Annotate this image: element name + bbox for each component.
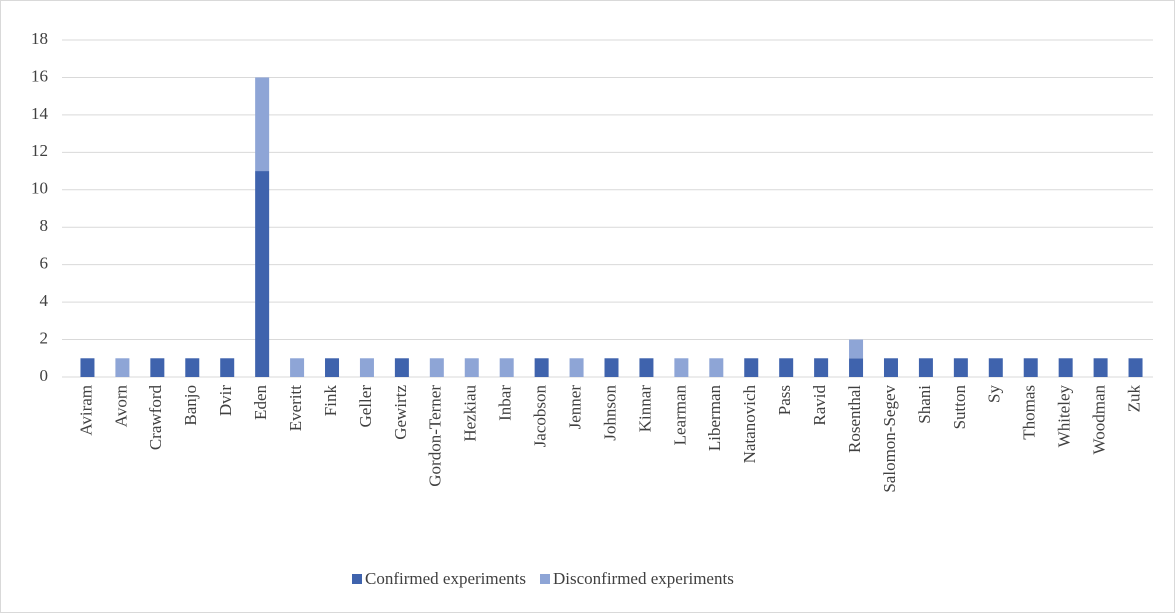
bar-segment <box>429 358 444 377</box>
x-tick-label: Everitt <box>286 385 305 432</box>
x-tick-label: Whiteley <box>1055 385 1074 448</box>
x-tick-label: Banjo <box>181 385 200 426</box>
x-tick-label: Learman <box>670 385 689 446</box>
y-tick-label: 4 <box>40 291 49 310</box>
x-tick-label: Johnson <box>600 385 619 441</box>
y-tick-label: 10 <box>31 179 48 198</box>
bar-segment <box>988 358 1003 377</box>
x-tick-label: Thomas <box>1020 385 1039 440</box>
bar-segment <box>290 358 305 377</box>
y-tick-label: 6 <box>40 254 49 273</box>
x-tick-label: Sy <box>985 385 1004 403</box>
bar-segment <box>185 358 200 377</box>
bar-segment <box>814 358 829 377</box>
x-tick-label: Zuk <box>1124 385 1143 413</box>
x-tick-label: Hezkiau <box>461 385 480 442</box>
x-tick-label: Pass <box>775 385 794 415</box>
y-tick-label: 12 <box>31 141 48 160</box>
bar-segment <box>709 358 724 377</box>
bar-segment <box>150 358 165 377</box>
x-tick-label: Woodman <box>1090 385 1109 455</box>
legend-swatch <box>352 574 362 584</box>
x-tick-label: Rosenthal <box>845 385 864 453</box>
x-tick-label: Crawford <box>146 385 165 451</box>
bar-segment <box>569 358 584 377</box>
x-tick-label: Liberman <box>705 385 724 452</box>
bar-segment <box>220 358 235 377</box>
bar-segment <box>883 358 898 377</box>
bar-segment <box>1128 358 1143 377</box>
bar-segment <box>255 171 270 377</box>
x-tick-label: Gewirtz <box>391 385 410 440</box>
legend-label: Disconfirmed experiments <box>553 569 734 588</box>
x-tick-label: Inbar <box>496 385 515 421</box>
x-tick-label: Dvir <box>216 385 235 417</box>
x-tick-label: Salomon-Segev <box>880 385 899 493</box>
x-tick-label: Eden <box>251 385 270 420</box>
legend-label: Confirmed experiments <box>365 569 526 588</box>
y-tick-label: 14 <box>31 104 49 123</box>
y-tick-label: 16 <box>31 66 48 85</box>
bar-segment <box>394 358 409 377</box>
bar-segment <box>499 358 514 377</box>
x-tick-label: Sutton <box>950 385 969 430</box>
bar-segment <box>639 358 654 377</box>
x-tick-label: Shani <box>915 385 934 424</box>
x-tick-label: Gordon-Terner <box>426 385 445 487</box>
y-tick-label: 2 <box>40 328 49 347</box>
legend-swatch <box>540 574 550 584</box>
x-tick-label: Kinnar <box>635 385 654 433</box>
bar-segment <box>464 358 479 377</box>
bar-segment <box>1058 358 1073 377</box>
x-tick-label: Jenner <box>565 385 584 430</box>
bar-segment <box>80 358 95 377</box>
bar-segment <box>115 358 130 377</box>
x-tick-label: Geller <box>356 385 375 428</box>
bar-segment <box>918 358 933 377</box>
y-tick-label: 0 <box>40 366 49 385</box>
bar-segment <box>1023 358 1038 377</box>
bar-segment <box>779 358 794 377</box>
x-tick-label: Aviram <box>76 385 95 436</box>
bar-segment <box>325 358 340 377</box>
x-tick-label: Natanovich <box>740 385 759 464</box>
y-tick-label: 8 <box>40 216 49 235</box>
x-tick-label: Jacobson <box>531 385 550 448</box>
x-tick-label: Avorn <box>111 385 130 428</box>
bar-segment <box>1093 358 1108 377</box>
bar-segment <box>359 358 374 377</box>
y-tick-label: 18 <box>31 29 48 48</box>
x-tick-label: Fink <box>321 385 340 417</box>
bar-segment <box>255 77 270 172</box>
bar-segment <box>534 358 549 377</box>
x-tick-label: Ravid <box>810 385 829 426</box>
bar-segment <box>953 358 968 377</box>
bar-segment <box>744 358 759 377</box>
bar-segment <box>674 358 689 377</box>
bar-segment <box>849 358 864 377</box>
bar-segment <box>849 339 864 359</box>
bar-segment <box>604 358 619 377</box>
